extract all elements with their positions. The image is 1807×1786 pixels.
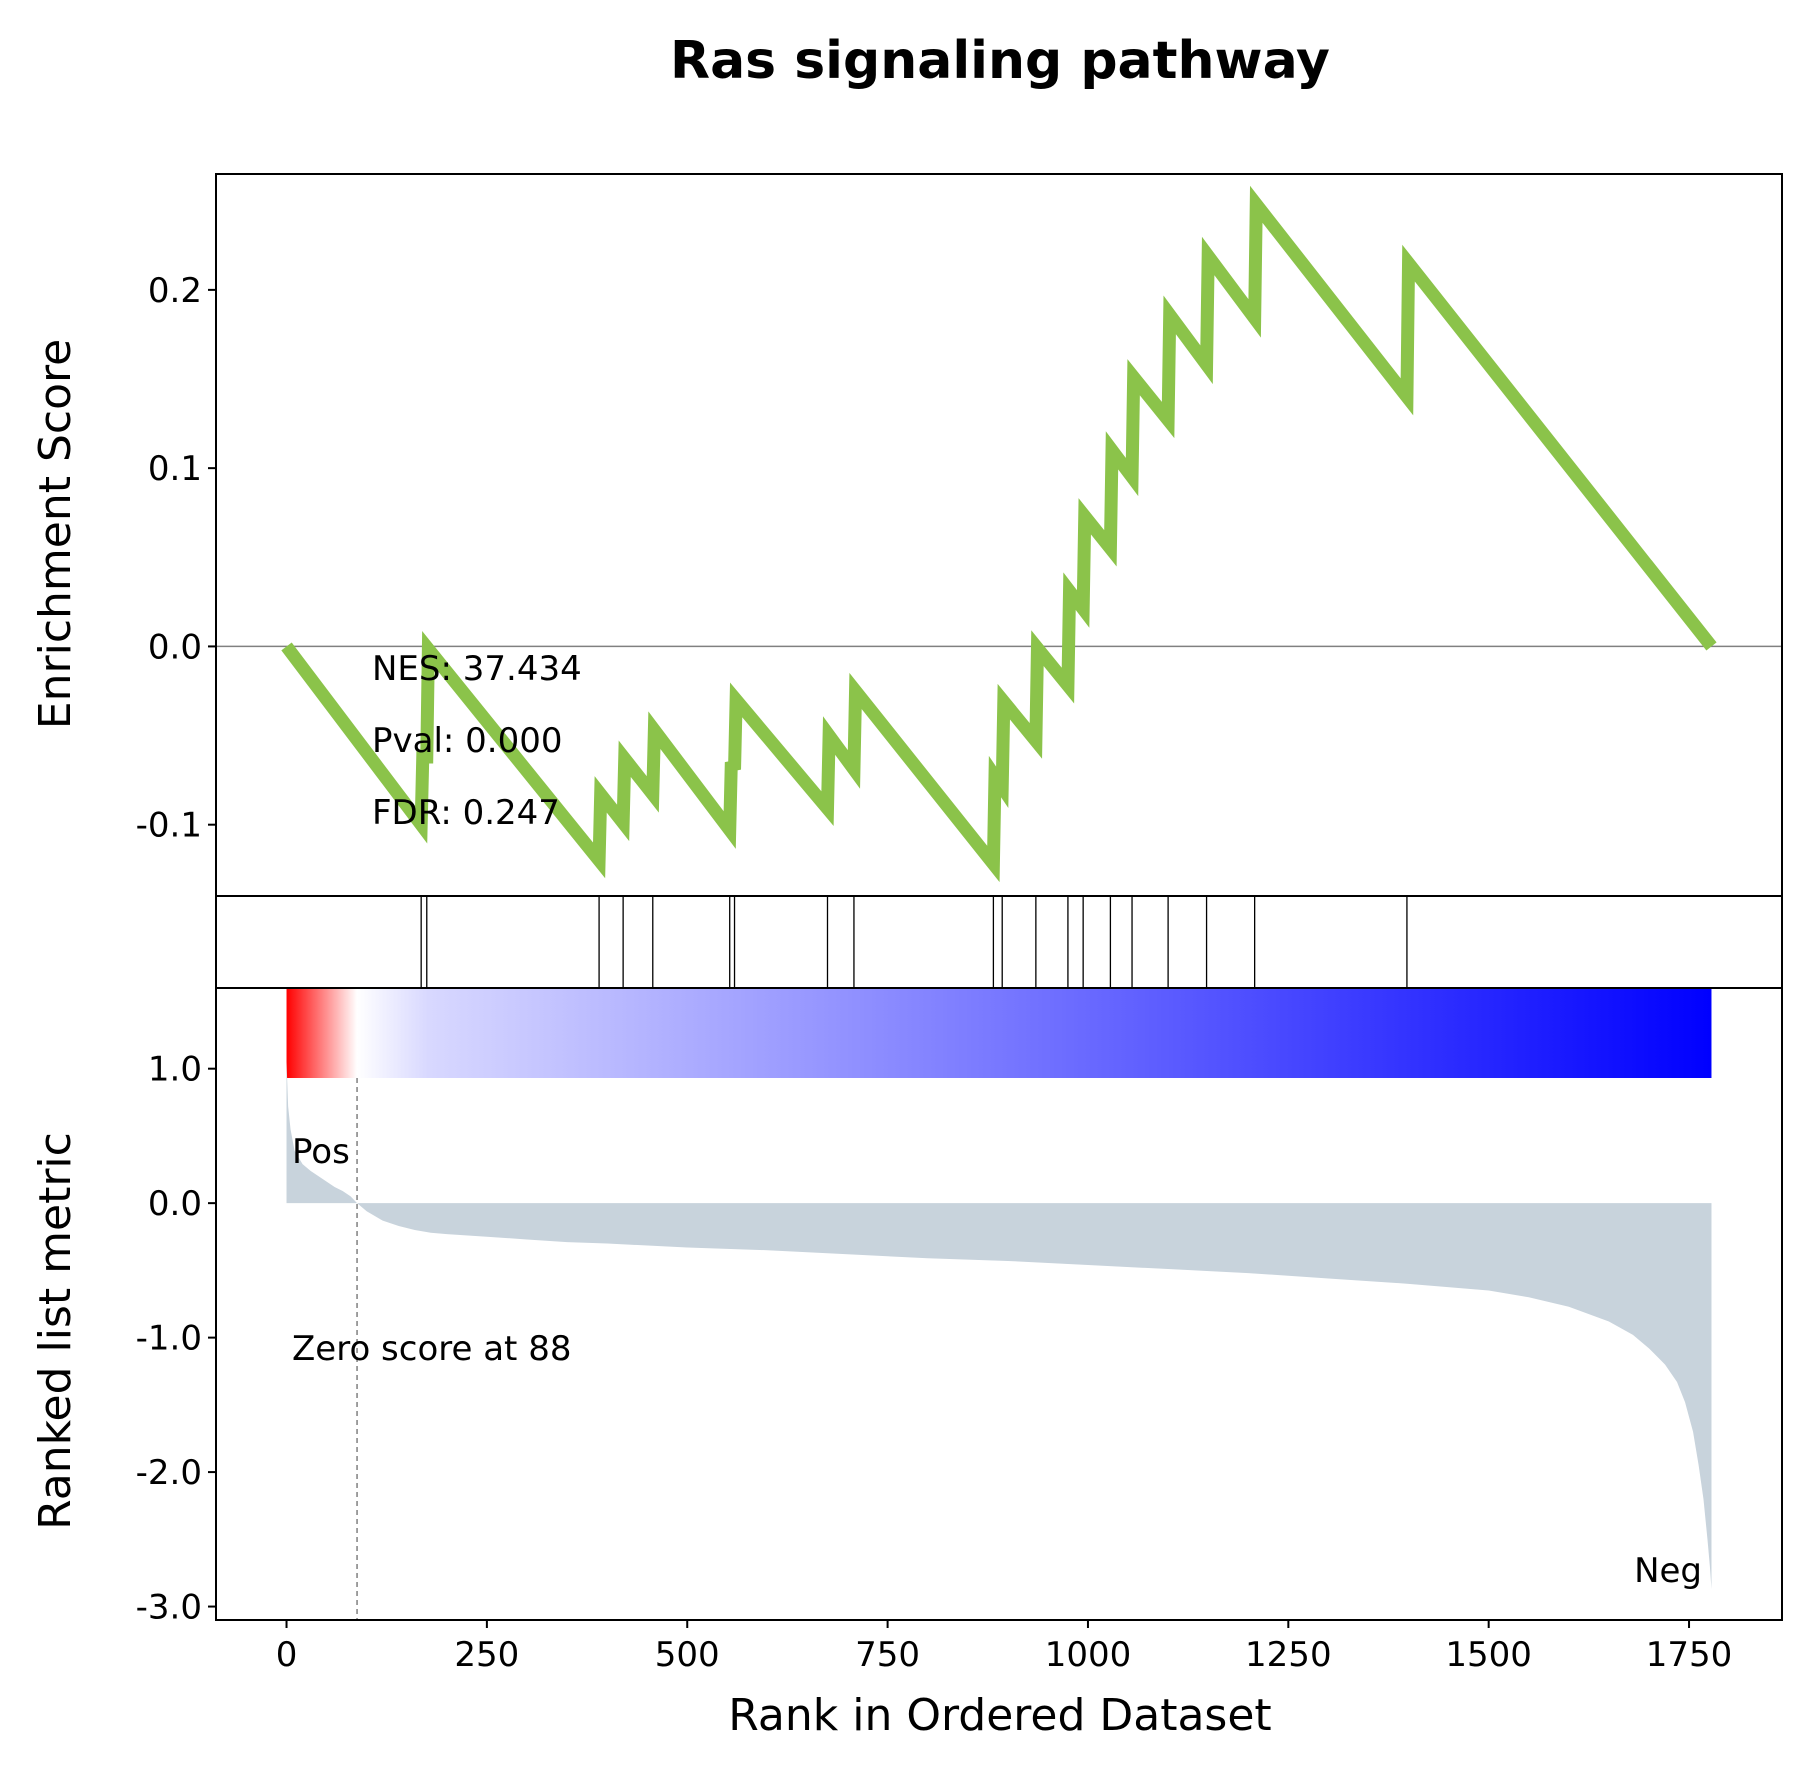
es-y-tick-label: 0.1 bbox=[148, 449, 202, 489]
fdr-annotation: FDR: 0.247 bbox=[372, 793, 560, 833]
x-tick-label: 750 bbox=[855, 1635, 920, 1675]
es-y-tick-label: 0.0 bbox=[148, 627, 202, 667]
es-y-tick-label: -0.1 bbox=[136, 806, 202, 846]
zero-score-annotation: Zero score at 88 bbox=[292, 1329, 571, 1369]
ranked-metric-panel-frame bbox=[215, 987, 1783, 1621]
pval-annotation: Pval: 0.000 bbox=[372, 721, 563, 761]
rank-y-tick-label: -3.0 bbox=[136, 1588, 202, 1628]
x-axis-label: Rank in Ordered Dataset bbox=[728, 1690, 1271, 1741]
es-y-tick-label: 0.2 bbox=[148, 271, 202, 311]
enrichment-panel: -0.1 0.0 0.1 0.2 NES: 37.434 Pval: 0.000 FD… bbox=[30, 173, 1783, 897]
x-tick-label: 500 bbox=[655, 1635, 720, 1675]
x-tick-label: 1750 bbox=[1646, 1635, 1733, 1675]
neg-label: Neg bbox=[1634, 1551, 1702, 1591]
ranked-metric-area bbox=[286, 1061, 1712, 1590]
rank-y-ticks: 1.0 0.0 -1.0 -2.0 -3.0 bbox=[136, 1050, 216, 1628]
hits-panel-frame bbox=[215, 895, 1783, 989]
ranked-metric-panel: 1.0 0.0 -1.0 -2.0 -3.0 Pos Neg Zero score at… bbox=[30, 987, 1783, 1628]
x-tick-label: 1500 bbox=[1445, 1635, 1532, 1675]
ranked-metric-y-axis-label: Ranked list metric bbox=[30, 1132, 81, 1530]
enrichment-y-axis-label: Enrichment Score bbox=[30, 339, 81, 729]
pos-label: Pos bbox=[292, 1132, 350, 1172]
x-tick-label: 1000 bbox=[1045, 1635, 1132, 1675]
rank-y-tick-label: 1.0 bbox=[148, 1050, 202, 1090]
x-tick-label: 0 bbox=[276, 1635, 298, 1675]
rank-y-tick-label: 0.0 bbox=[148, 1184, 202, 1224]
es-y-ticks: -0.1 0.0 0.1 0.2 bbox=[136, 271, 216, 846]
rank-y-tick-label: -2.0 bbox=[136, 1453, 202, 1493]
hit-lines bbox=[420, 896, 1408, 988]
chart-title: Ras signaling pathway bbox=[670, 31, 1330, 91]
rank-y-tick-label: -1.0 bbox=[136, 1319, 202, 1359]
x-tick-label: 250 bbox=[454, 1635, 519, 1675]
x-tick-label: 1250 bbox=[1245, 1635, 1332, 1675]
rank-colorbar bbox=[286, 988, 1712, 1078]
hits-panel bbox=[215, 895, 1783, 989]
nes-annotation: NES: 37.434 bbox=[372, 649, 582, 689]
enrichment-score-line bbox=[281, 185, 1717, 883]
x-axis-ticks: 0 250 500 750 1000 1250 1500 1750 bbox=[276, 1620, 1733, 1675]
